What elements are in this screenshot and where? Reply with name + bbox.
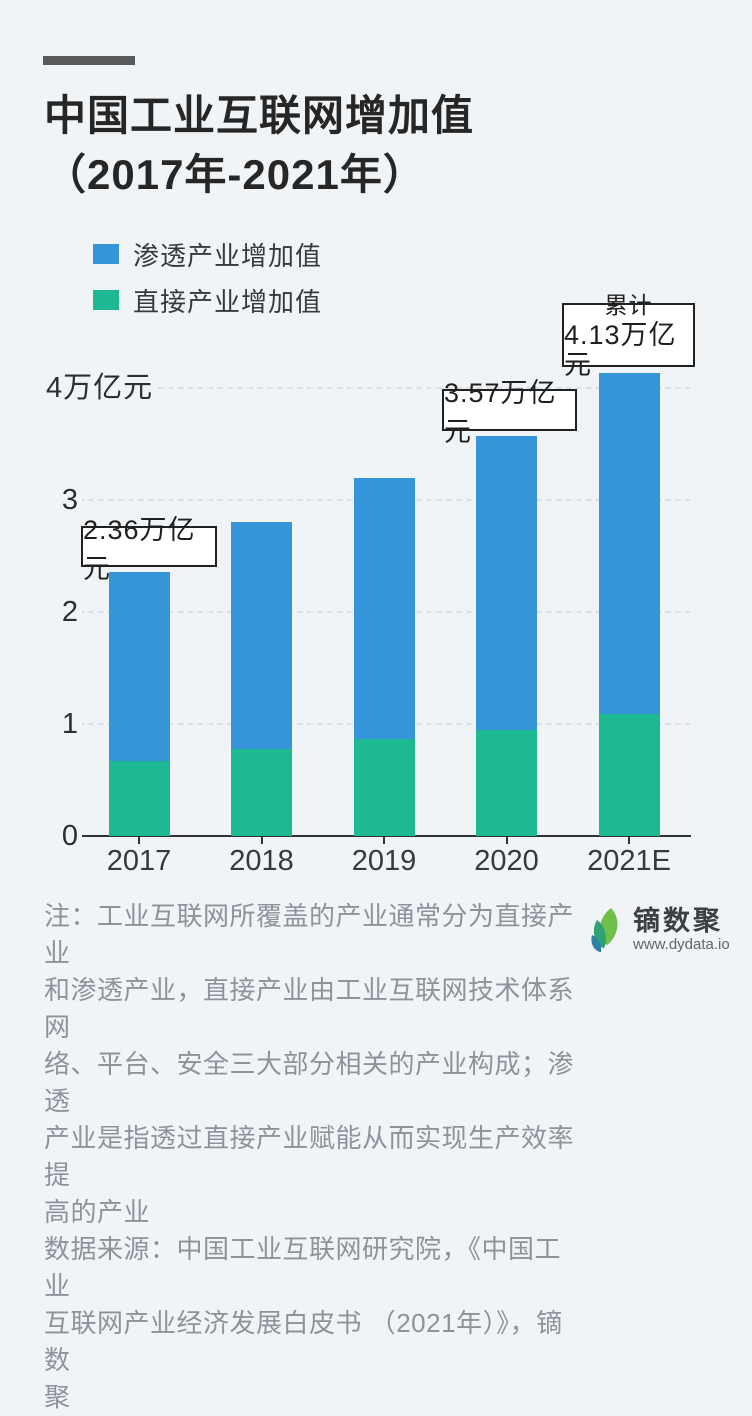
gridline-1 — [78, 723, 691, 725]
x-axis-label-2018: 2018 — [229, 845, 294, 877]
annotation-2020: 3.57万亿元 — [442, 378, 577, 447]
bar-segment-direct-2017 — [108, 760, 170, 836]
annotation-2017: 2.36万亿元 — [81, 515, 217, 584]
x-axis-tick-2021E — [628, 837, 630, 844]
x-axis-label-2020: 2020 — [474, 845, 539, 877]
x-axis-label-2021E: 2021E — [587, 845, 671, 877]
bar-segment-penetrating-2020 — [476, 436, 537, 730]
gridline-4 — [78, 387, 691, 389]
legend-item-direct: 直接产业增加值 — [93, 286, 322, 317]
legend-swatch-direct-icon — [93, 290, 119, 310]
brand-url: www.dydata.io — [633, 936, 730, 953]
footnote-text: 注：工业互联网所覆盖的产业通常分为直接产业 和渗透产业，直接产业由工业互联网技术… — [44, 901, 575, 1412]
bar-2017 — [108, 571, 170, 836]
bar-segment-direct-2018 — [231, 748, 292, 836]
infographic-page: { "page": { "background": "#F1F4F7" }, "… — [40, 56, 730, 1412]
y-axis-label-2: 2 — [40, 595, 82, 629]
bar-2018 — [231, 522, 292, 836]
x-axis-tick-2017 — [138, 837, 140, 844]
brand-logo: 镝数聚 www.dydata.io — [591, 906, 730, 956]
annotation-2021e: 累计 4.13万亿元 — [562, 292, 695, 380]
bar-2021E — [598, 373, 660, 836]
annotation-2020-value: 3.57万亿元 — [444, 378, 557, 447]
x-axis-label-2017: 2017 — [106, 845, 172, 877]
annotation-2017-value: 2.36万亿元 — [83, 514, 196, 584]
legend-item-penetrating: 渗透产业增加值 — [93, 240, 322, 271]
y-axis-label-0: 0 — [40, 819, 82, 853]
y-axis-label-3: 3 — [40, 483, 82, 517]
bar-2019 — [353, 477, 415, 836]
x-axis-tick-2020 — [505, 837, 508, 844]
x-axis-label-2019: 2019 — [351, 845, 417, 877]
bar-segment-penetrating-2021E — [598, 373, 660, 714]
x-axis-tick-2018 — [260, 837, 263, 844]
y-axis-label-1: 1 — [40, 707, 82, 741]
legend-label-penetrating: 渗透产业增加值 — [133, 240, 323, 271]
bar-segment-penetrating-2019 — [353, 477, 415, 739]
y-axis-label-4: 4万亿元 — [42, 371, 158, 405]
bar-segment-direct-2019 — [353, 738, 415, 836]
bar-segment-direct-2021E — [598, 713, 660, 836]
gridline-3 — [78, 499, 691, 501]
bar-segment-direct-2020 — [476, 729, 537, 836]
leaf-logo-icon — [591, 908, 618, 952]
brand-name: 镝数聚 — [633, 906, 723, 936]
legend-label-direct: 直接产业增加值 — [133, 286, 323, 317]
x-axis-tick-2019 — [383, 837, 385, 844]
annotation-2021e-caption: 累计 — [604, 292, 653, 318]
x-axis-line — [78, 835, 691, 837]
bar-segment-penetrating-2017 — [108, 571, 170, 761]
bar-2020 — [476, 436, 537, 836]
annotation-2021e-value: 4.13万亿元 — [564, 320, 677, 380]
bar-segment-penetrating-2018 — [231, 522, 292, 749]
legend-swatch-penetrating-icon — [93, 244, 119, 264]
page-title: 中国工业互联网增加值 （2017年-2021年） — [44, 92, 475, 198]
gridline-2 — [78, 611, 691, 613]
accent-bar — [43, 56, 135, 65]
